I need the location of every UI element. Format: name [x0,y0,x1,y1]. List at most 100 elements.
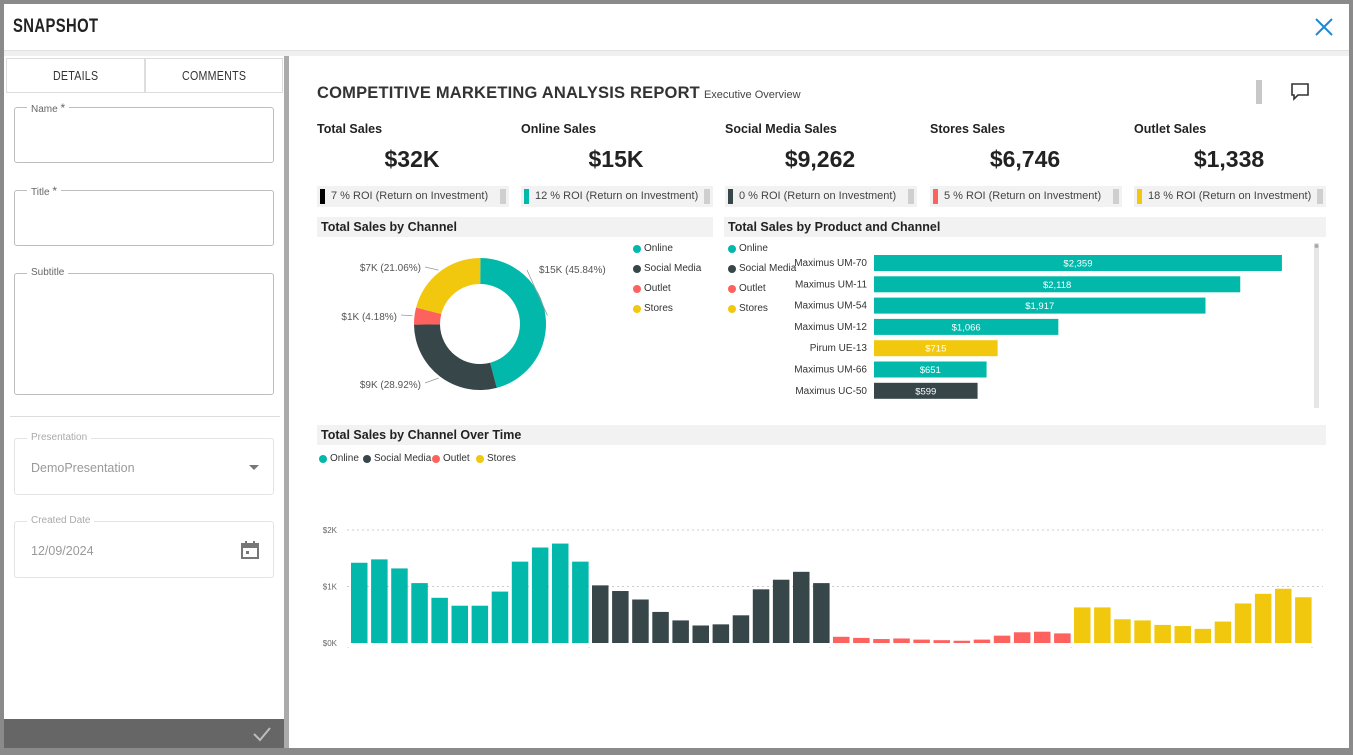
name-field-label: Name * [27,101,70,115]
donut-data-label: $9K (28.92%) [360,380,421,391]
legend-item[interactable]: Online [633,243,673,254]
legend-item[interactable]: Social Media [728,263,796,274]
kpi-end-bar [908,189,914,204]
subtitle-input[interactable] [15,274,273,394]
product-label: Maximus UM-70 [794,258,867,269]
tab-comments[interactable]: COMMENTS [144,59,283,92]
report-canvas: COMPETITIVE MARKETING ANALYSIS REPORT Exe… [289,56,1349,748]
subtitle-field-label: Subtitle [27,267,69,278]
legend-item[interactable]: Outlet [728,283,766,294]
product-value-label: $715 [925,344,946,355]
kpi-roi: 0 % ROI (Return on Investment) [725,186,917,207]
dialog-title: SNAPSHOT [13,16,99,37]
legend-label: Stores [739,303,768,314]
tab-details[interactable]: DETAILS [7,59,145,92]
time-bar [391,568,408,643]
time-section-title: Total Sales by Channel Over Time [317,425,1326,445]
time-bar [632,599,649,643]
legend-item[interactable]: Outlet [633,283,671,294]
y-tick-label: $0K [323,639,338,648]
name-input[interactable] [15,108,273,162]
product-bar [874,340,998,357]
donut-leader-line [424,377,439,384]
time-bar [592,585,609,643]
legend-dot [728,304,736,313]
time-bar [451,605,468,643]
legend-label: Outlet [739,283,766,294]
panel-splitter[interactable] [284,56,289,748]
legend-dot [633,244,641,253]
kpi-value: $15K [588,146,644,172]
legend-dot [728,284,736,293]
report-scroll-indicator [1256,80,1262,104]
name-field[interactable]: Name * [14,101,274,163]
donut-chart: $15K (45.84%) $9K (28.92%) $1K (4.18%) $7K … [341,258,606,391]
legend-label: Social Media [644,263,702,274]
product-label: Maximus UM-54 [794,301,867,312]
comment-icon[interactable] [1289,81,1311,103]
donut-leader-line [400,314,413,317]
product-bar-chart: Maximus UM-70 $2,359 Maximus UM-11 $2,118 Ma… [794,243,1319,408]
donut-slice [416,258,481,315]
calendar-icon[interactable] [240,540,260,560]
time-bar [752,589,770,643]
time-bar [813,583,830,643]
time-bar [1034,631,1051,643]
kpi-end-bar [704,189,710,204]
legend-item[interactable]: Stores [728,303,768,314]
subtitle-field[interactable]: Subtitle [14,267,274,395]
legend-item[interactable]: Social Media [633,263,701,274]
close-icon[interactable] [1313,16,1335,38]
legend-item[interactable]: Outlet [432,453,470,464]
report-title: COMPETITIVE MARKETING ANALYSIS REPORT Exe… [317,84,801,103]
legend-item[interactable]: Social Media [363,453,431,464]
kpi-card: Social Media Sales $9,262 0 % ROI (Retur… [725,120,921,216]
kpi-color-bar [933,189,938,204]
donut-data-label: $1K (4.18%) [341,312,397,323]
created-date-field[interactable]: Created Date 12/09/2024 [14,515,274,578]
tab-bar: DETAILS COMMENTS [6,58,283,93]
kpi-end-bar [1317,189,1323,204]
snapshot-dialog: SNAPSHOT DETAILS COMMENTS Name * Title *… [4,4,1349,748]
legend-label: Stores [644,303,673,314]
legend-label: Online [330,453,359,464]
time-bar [471,605,489,643]
scrollbar-handle [1314,244,1319,248]
time-bar [833,636,850,643]
time-bar [853,637,870,643]
legend-item[interactable]: Online [728,243,768,254]
title-field[interactable]: Title * [14,184,274,246]
check-icon[interactable] [252,725,272,743]
product-bar [874,382,978,399]
legend-item[interactable]: Online [319,453,359,464]
kpi-roi-text: 12 % ROI (Return on Investment) [535,190,699,202]
kpi-name: Total Sales [317,122,383,136]
chevron-down-icon[interactable] [249,465,259,470]
title-input[interactable] [15,191,273,245]
kpi-roi-text: 5 % ROI (Return on Investment) [944,190,1102,202]
time-bar [1194,628,1212,643]
donut-slice [414,324,497,390]
created-date-value: 12/09/2024 [31,544,94,558]
legend-item[interactable]: Stores [476,453,516,464]
kpi-value: $6,746 [989,146,1061,172]
product-label: Pirum UE-13 [810,343,868,354]
time-bar [652,611,669,643]
time-bar-chart: $0K$1K$2KJanFebMarAprMayJunJulAugSepOctN… [323,526,1323,648]
time-bar [712,624,730,643]
time-bar [491,591,509,643]
kpi-card: Stores Sales $6,746 5 % ROI (Return on I… [930,120,1126,216]
legend-dot [633,284,641,293]
time-bar [1114,619,1131,643]
legend-dot [728,264,736,273]
kpi-name: Online Sales [521,122,597,136]
tab-details-label: DETAILS [52,68,98,83]
legend-item[interactable]: Stores [633,303,673,314]
product-bar [874,276,1241,293]
panel-footer [4,719,284,748]
product-value-label: $1,066 [952,322,981,333]
kpi-roi: 12 % ROI (Return on Investment) [521,186,713,207]
kpi-name: Stores Sales [930,122,1006,136]
presentation-select[interactable]: Presentation DemoPresentation [14,432,274,495]
time-bar [953,640,971,643]
